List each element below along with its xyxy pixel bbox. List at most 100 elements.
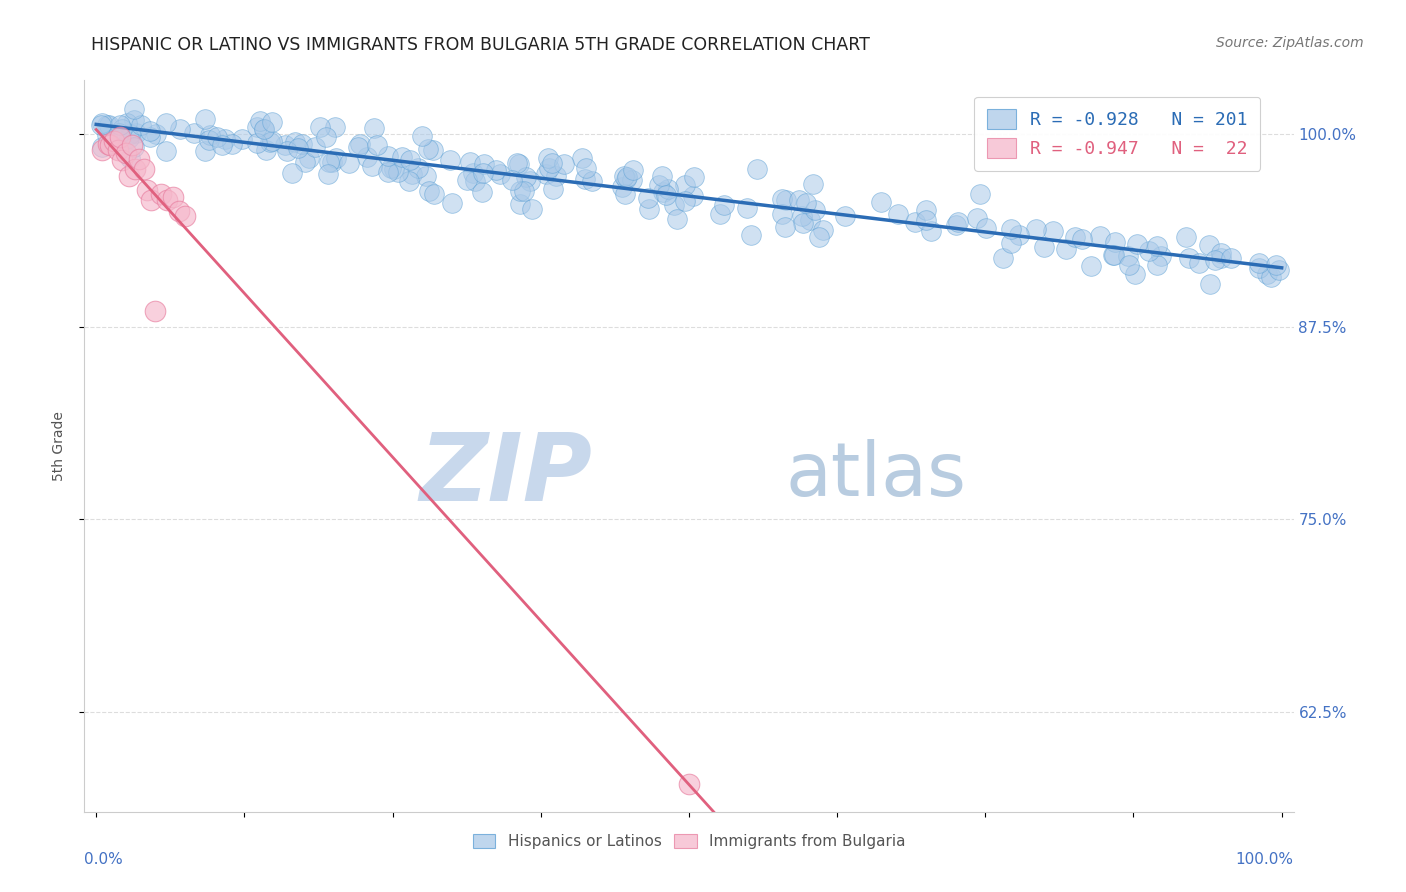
Point — [401, 167, 423, 181]
Point — [1088, 228, 1111, 243]
Point — [1123, 268, 1146, 282]
Point — [408, 161, 430, 175]
Text: Source: ZipAtlas.com: Source: ZipAtlas.com — [1216, 36, 1364, 50]
Point — [745, 162, 768, 177]
Point — [387, 164, 409, 178]
Point — [1249, 260, 1271, 275]
Point — [194, 144, 217, 158]
Point — [472, 157, 495, 171]
Point — [553, 157, 575, 171]
Point — [966, 211, 988, 225]
Point — [291, 136, 314, 151]
Point — [356, 150, 378, 164]
Point — [637, 191, 659, 205]
Legend: Hispanics or Latinos, Immigrants from Bulgaria: Hispanics or Latinos, Immigrants from Bu… — [467, 828, 911, 855]
Point — [155, 145, 177, 159]
Point — [91, 143, 114, 157]
Point — [1102, 248, 1125, 262]
Point — [118, 169, 141, 184]
Point — [118, 131, 141, 145]
Point — [128, 152, 150, 166]
Point — [183, 126, 205, 140]
Point — [259, 135, 281, 149]
Point — [1056, 242, 1078, 256]
Text: ZIP: ZIP — [419, 429, 592, 521]
Point — [808, 230, 831, 244]
Point — [418, 184, 440, 198]
Point — [321, 155, 343, 169]
Text: atlas: atlas — [786, 439, 967, 512]
Point — [713, 197, 735, 211]
Point — [673, 194, 696, 209]
Point — [221, 137, 243, 152]
Point — [513, 184, 536, 198]
Point — [249, 113, 271, 128]
Point — [122, 113, 145, 128]
Point — [790, 209, 813, 223]
Point — [120, 127, 142, 141]
Point — [464, 174, 486, 188]
Point — [139, 129, 162, 144]
Point — [991, 251, 1014, 265]
Point — [1209, 251, 1232, 265]
Point — [211, 138, 233, 153]
Point — [439, 153, 461, 167]
Point — [117, 116, 139, 130]
Point — [169, 121, 191, 136]
Point — [260, 114, 283, 128]
Point — [574, 172, 596, 186]
Point — [1146, 239, 1168, 253]
Point — [308, 120, 330, 135]
Point — [253, 121, 276, 136]
Point — [775, 193, 797, 207]
Point — [150, 187, 173, 202]
Point — [976, 221, 998, 235]
Point — [398, 173, 420, 187]
Point — [198, 133, 221, 147]
Point — [506, 155, 529, 169]
Point — [623, 163, 645, 178]
Point — [287, 141, 309, 155]
Point — [411, 128, 433, 143]
Point — [246, 120, 269, 134]
Point — [581, 174, 603, 188]
Point — [118, 151, 141, 165]
Point — [471, 166, 494, 180]
Point — [349, 137, 371, 152]
Point — [122, 140, 145, 154]
Point — [382, 161, 405, 176]
Point — [366, 138, 388, 153]
Point — [1104, 248, 1126, 262]
Point — [136, 182, 159, 196]
Point — [231, 132, 253, 146]
Point — [124, 161, 146, 176]
Point — [108, 129, 131, 144]
Point — [904, 215, 927, 229]
Text: 100.0%: 100.0% — [1236, 852, 1294, 867]
Point — [461, 166, 484, 180]
Point — [304, 140, 326, 154]
Point — [440, 196, 463, 211]
Point — [124, 127, 146, 141]
Point — [262, 134, 284, 148]
Point — [1116, 249, 1139, 263]
Point — [316, 167, 339, 181]
Point — [90, 118, 112, 132]
Point — [648, 178, 671, 193]
Point — [1000, 222, 1022, 236]
Point — [638, 202, 661, 216]
Point — [377, 149, 399, 163]
Point — [423, 186, 446, 201]
Point — [139, 124, 162, 138]
Text: HISPANIC OR LATINO VS IMMIGRANTS FROM BULGARIA 5TH GRADE CORRELATION CHART: HISPANIC OR LATINO VS IMMIGRANTS FROM BU… — [91, 36, 870, 54]
Point — [666, 211, 689, 226]
Point — [1204, 253, 1226, 268]
Point — [657, 182, 679, 196]
Point — [103, 134, 125, 148]
Point — [1260, 270, 1282, 285]
Point — [1265, 258, 1288, 272]
Point — [1256, 267, 1278, 281]
Point — [652, 185, 675, 199]
Point — [488, 167, 510, 181]
Point — [1178, 251, 1201, 265]
